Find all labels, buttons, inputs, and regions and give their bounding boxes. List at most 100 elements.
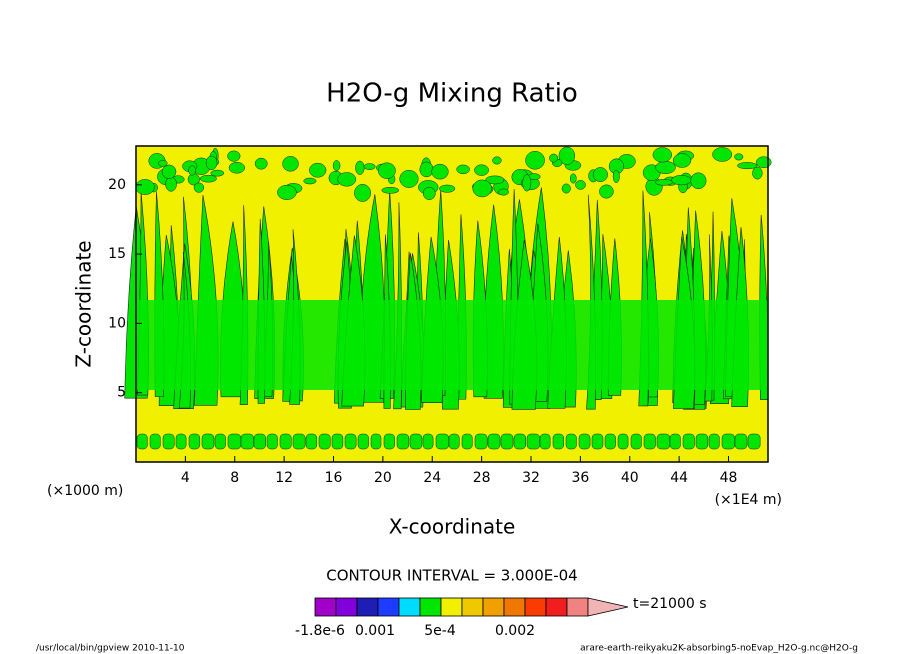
- x-tick-label: 12: [275, 470, 293, 486]
- x-unit: (×1E4 m): [715, 492, 782, 508]
- field-patch: [279, 433, 292, 450]
- field-patch: [162, 433, 175, 450]
- field-patch: [277, 184, 297, 200]
- field-patch: [422, 433, 434, 450]
- field-patch: [747, 433, 761, 450]
- field-patch: [695, 433, 709, 450]
- colorbar-arrow: [587, 597, 629, 617]
- field-patch: [435, 433, 450, 450]
- field-patch: [672, 153, 692, 168]
- y-axis-label: Z-coordinate: [72, 240, 96, 367]
- colorbar-box: [335, 597, 358, 617]
- x-tick-label: 4: [181, 470, 190, 486]
- colorbar-box: [440, 597, 463, 617]
- field-patch: [549, 153, 559, 163]
- field-patch: [175, 433, 187, 450]
- colorbar-box: [461, 597, 484, 617]
- field-patch: [282, 156, 299, 172]
- plot-frame: [135, 145, 769, 463]
- field-patch: [737, 162, 758, 170]
- field-patch: [201, 433, 215, 450]
- x-tick-label: 8: [230, 470, 239, 486]
- field-patch: [396, 433, 410, 450]
- field-patch: [318, 433, 331, 450]
- field-patch: [370, 433, 382, 450]
- x-tick-label: 40: [621, 470, 639, 486]
- x-axis-label: X-coordinate: [389, 515, 516, 539]
- field-patch: [561, 183, 571, 194]
- field-patch: [591, 433, 604, 450]
- field-patch: [487, 433, 501, 450]
- contour-interval: CONTOUR INTERVAL = 3.000E-04: [326, 567, 577, 585]
- field-patch: [513, 433, 526, 450]
- field-patch: [474, 164, 489, 176]
- field-patch: [399, 169, 419, 188]
- colorbar-box: [503, 597, 526, 617]
- field-patch: [599, 184, 614, 199]
- field-patch: [227, 433, 242, 450]
- colorbar-label: 0.002: [495, 623, 535, 639]
- field-patch: [199, 174, 217, 183]
- field-patch: [592, 167, 608, 182]
- field-patch: [331, 433, 344, 450]
- colorbar-box: [566, 597, 589, 617]
- field-patch: [266, 433, 278, 450]
- field-patch: [409, 433, 423, 450]
- colorbar-box: [545, 597, 568, 617]
- field-patch: [734, 153, 744, 161]
- footer-right: arare-earth-reikyaku2K-absorbing5-noEvap…: [580, 644, 858, 654]
- field-patch: [492, 156, 502, 165]
- field-patch: [671, 175, 692, 186]
- field-patch: [227, 150, 241, 162]
- field-patch: [355, 160, 365, 175]
- x-tick-label: 16: [325, 470, 343, 486]
- y-tick-label: 5: [117, 385, 126, 401]
- contour-field: [124, 146, 772, 462]
- field-patch: [205, 155, 218, 171]
- field-patch: [363, 163, 376, 170]
- field-patch: [690, 172, 707, 190]
- footer-left: /usr/local/bin/gpview 2010-11-10: [36, 644, 185, 654]
- field-patch: [158, 159, 168, 167]
- x-tick-label: 20: [374, 470, 392, 486]
- field-patch: [734, 433, 748, 450]
- field-patch: [228, 161, 245, 174]
- field-patch: [643, 433, 656, 450]
- field-patch: [240, 433, 254, 450]
- field-patch: [500, 433, 514, 450]
- field-patch: [161, 164, 177, 179]
- field-patch: [498, 188, 509, 196]
- field-patch: [135, 179, 155, 195]
- y-tick-label: 10: [108, 315, 126, 331]
- y-tick-label: 15: [108, 246, 126, 262]
- field-patch: [756, 156, 772, 169]
- field-patch: [569, 173, 577, 184]
- field-patch: [305, 433, 318, 450]
- field-patch: [575, 180, 586, 190]
- field-patch: [448, 433, 460, 450]
- colorbar-box: [398, 597, 421, 617]
- field-patch: [383, 433, 395, 450]
- field-patch: [708, 433, 720, 450]
- field-patch: [655, 179, 673, 186]
- x-tick-label: 48: [720, 470, 738, 486]
- field-patch: [332, 160, 341, 172]
- field-patch: [253, 433, 266, 450]
- field-patch: [214, 433, 226, 450]
- colorbar-label: 5e-4: [424, 623, 456, 639]
- field-patch: [525, 151, 545, 170]
- field-patch: [612, 169, 620, 183]
- colorbar-box: [377, 597, 400, 617]
- x-tick-label: 28: [473, 470, 491, 486]
- field-patch: [165, 176, 177, 192]
- colorbar-label: -1.8e-6: [295, 623, 345, 639]
- field-patch: [472, 179, 492, 198]
- field-patch: [254, 157, 268, 170]
- field-patch: [682, 433, 695, 450]
- field-patch: [578, 433, 591, 450]
- field-patch: [354, 184, 371, 202]
- field-patch: [210, 169, 225, 177]
- field-patch: [558, 146, 576, 165]
- field-patch: [669, 433, 681, 450]
- field-patch: [303, 177, 317, 185]
